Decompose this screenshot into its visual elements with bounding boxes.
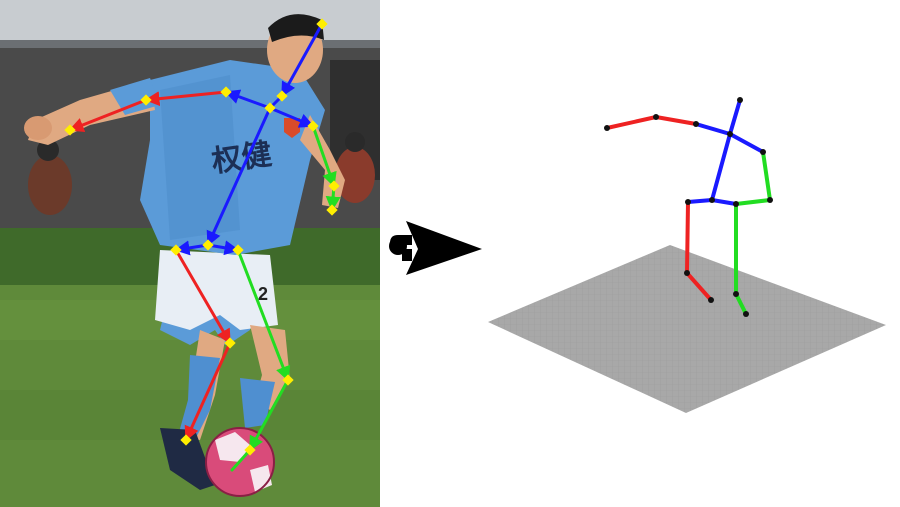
bone3d-lelbow-lwrist: [734, 198, 772, 206]
bone3d-neck-hip: [710, 132, 732, 202]
joint: [180, 434, 192, 446]
bone-spine-hip: [206, 106, 272, 247]
photo-with-2d-pose: 权健 2: [0, 0, 380, 507]
bone3d-hip-lhip: [710, 198, 738, 206]
joint: [244, 444, 256, 456]
bone-lknee-lankle: [248, 378, 290, 452]
pose-2d-skeleton: [68, 22, 341, 472]
pose-3d-joints: [604, 97, 773, 317]
shorts-number: 2: [258, 284, 268, 304]
joint3d: [685, 199, 691, 205]
joint3d: [767, 197, 773, 203]
bone3d-rshoulder-relbow: [654, 115, 698, 126]
bone3d-relbow-rwrist: [605, 115, 658, 130]
joint3d: [737, 97, 743, 103]
joint3d: [733, 291, 739, 297]
bone-head-neck: [280, 22, 324, 98]
bone-neck-lshoulder: [224, 89, 272, 110]
joint: [232, 244, 244, 256]
bone3d-rknee-rankle: [685, 271, 713, 302]
pose-3d-view: [488, 97, 886, 413]
joint3d: [743, 311, 749, 317]
bone-lankle-toe: [230, 448, 252, 472]
bone3d-lshoulder-lelbow: [761, 150, 772, 202]
bone-lhip-lknee: [236, 248, 291, 382]
bone3d-head-neck: [728, 98, 742, 136]
bone-hip-rhip: [174, 240, 210, 256]
joint3d: [653, 114, 659, 120]
bone-lshoulder-lelbow: [311, 124, 337, 188]
bone3d-hip-rhip: [686, 198, 714, 204]
bone-neck-rshoulder: [268, 106, 315, 128]
bone-relbow-rwrist: [68, 98, 148, 133]
bone3d-neck-rshoulder: [694, 122, 732, 136]
joint: [224, 337, 236, 349]
bone3d-neck-lshoulder: [728, 132, 765, 154]
pose-3d-skeleton: [605, 98, 772, 316]
joint3d: [760, 149, 766, 155]
joint: [170, 244, 182, 256]
bone3d-rhip-rknee: [685, 200, 690, 275]
joint3d: [727, 131, 733, 137]
joint3d: [693, 121, 699, 127]
joint: [282, 374, 294, 386]
joint3d: [733, 201, 739, 207]
bone-hip-lhip: [206, 240, 240, 256]
right-arrow-icon: [389, 221, 482, 275]
bone-rshoulder-relbow: [144, 90, 228, 107]
floor-plane: [488, 245, 886, 413]
joint3d: [604, 125, 610, 131]
bone-rknee-rankle: [184, 341, 232, 442]
bone-rhip-rknee: [174, 248, 232, 345]
joint: [328, 180, 340, 192]
joint3d: [684, 270, 690, 276]
joint: [326, 204, 338, 216]
joint: [202, 239, 214, 251]
bone3d-lknee-lankle: [734, 292, 748, 316]
pose-2d-joints: [64, 18, 340, 456]
joint3d: [709, 197, 715, 203]
joint3d: [708, 297, 714, 303]
soccer-player: 权健 2: [24, 14, 345, 490]
